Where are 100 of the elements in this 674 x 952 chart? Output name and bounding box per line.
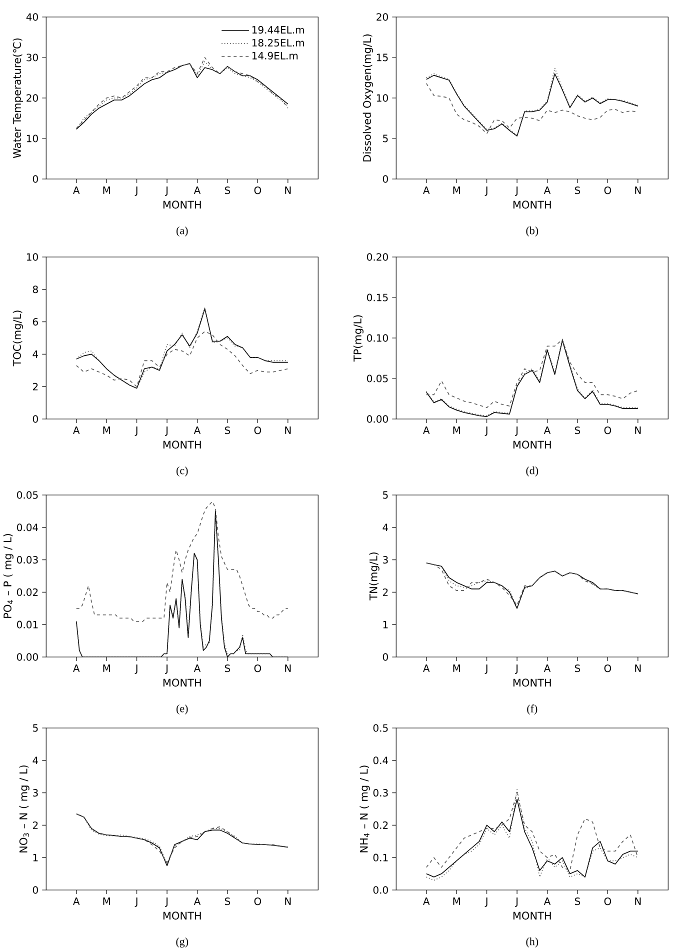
x-tick-label: N: [635, 186, 641, 194]
x-tick-label: J: [484, 426, 488, 436]
y-tick-label: 0.0: [373, 886, 388, 894]
y-axis-title: Water Temperature(℃): [12, 38, 23, 158]
x-tick-label: A: [422, 186, 430, 194]
x-tick-label: M: [453, 664, 460, 672]
line-series: [426, 83, 638, 134]
x-tick-label: M: [103, 664, 110, 672]
y-tick-label: 0.5: [373, 724, 388, 732]
x-tick-label: J: [134, 186, 138, 196]
x-tick-label: A: [72, 186, 80, 194]
x-tick-label: O: [254, 426, 262, 434]
x-tick-label: A: [194, 664, 201, 672]
y-tick-label: 6: [32, 318, 38, 326]
x-tick-label: J: [164, 898, 168, 907]
y-tick-label: 2: [382, 588, 388, 596]
x-axis-title: MONTH: [163, 678, 201, 687]
y-tick-label: 0: [382, 175, 388, 183]
y-tick-label: 0.00: [366, 415, 388, 423]
y-tick-label: 10: [26, 134, 38, 142]
y-tick-label: 20: [26, 94, 38, 102]
x-tick-label: N: [285, 426, 291, 434]
x-tick-label: N: [285, 898, 291, 905]
x-tick-label: A: [194, 426, 201, 434]
y-tick-label: 1: [33, 854, 38, 862]
x-tick-label: S: [574, 664, 580, 672]
y-tick-label: 15: [376, 54, 388, 62]
y-tick-label: 0.00: [16, 653, 38, 661]
text: (g): [176, 938, 188, 948]
y-tick-label: 2: [32, 382, 38, 390]
x-tick-label: S: [224, 898, 230, 906]
y-tick-label: 0.2: [373, 821, 388, 829]
y-tick-label: 0.05: [16, 491, 38, 499]
x-tick-label: J: [164, 426, 168, 436]
x-tick-label: A: [72, 898, 80, 905]
x-tick-label: N: [635, 898, 641, 905]
text: (b): [526, 226, 538, 236]
x-tick-label: J: [134, 664, 138, 674]
y-tick-label: 0.15: [366, 294, 388, 302]
x-tick-label: M: [453, 898, 460, 905]
y-axis-title: TOC(mg/L): [12, 310, 23, 366]
y-tick-label: 5: [382, 491, 388, 499]
x-tick-label: M: [103, 426, 110, 434]
x-tick-label: A: [194, 186, 201, 194]
legend-label: 18.25EL.m: [252, 38, 304, 47]
x-tick-label: N: [285, 664, 291, 672]
x-tick-label: J: [134, 898, 138, 907]
legend-label: 14.9EL.m: [252, 52, 298, 60]
x-tick-label: O: [254, 664, 262, 672]
x-axis-title: MONTH: [513, 912, 551, 920]
y-tick-label: 20: [376, 13, 388, 21]
y-tick-label: 0: [32, 415, 38, 423]
x-tick-label: O: [604, 186, 612, 194]
x-tick-label: A: [544, 664, 551, 672]
x-tick-label: J: [484, 186, 488, 196]
y-tick-label: 5: [32, 724, 38, 732]
y-tick-label: 4: [382, 524, 388, 532]
x-tick-label: S: [574, 186, 580, 194]
y-axis-title: NH$_{4}$ – N ( mg / L): [360, 766, 370, 852]
x-tick-label: O: [254, 898, 262, 906]
y-tick-label: 4: [32, 350, 38, 358]
text: (e): [176, 704, 188, 714]
x-tick-label: J: [514, 664, 518, 674]
y-tick-label: 10: [26, 253, 38, 261]
y-tick-label: 4: [32, 756, 38, 764]
y-tick-label: 10: [376, 94, 388, 102]
x-tick-label: O: [604, 898, 612, 906]
x-axis-title: MONTH: [513, 440, 551, 449]
x-tick-label: A: [72, 664, 80, 672]
y-axis-title: NO$_{3}$ – N ( mg / L): [19, 765, 30, 852]
x-tick-label: S: [224, 186, 230, 194]
y-tick-label: 0: [32, 175, 38, 183]
x-tick-label: N: [635, 664, 641, 672]
text: (c): [176, 466, 188, 476]
x-tick-label: S: [574, 898, 580, 906]
y-axis-title: TN(mg/L): [369, 552, 380, 600]
x-tick-label: N: [635, 426, 641, 434]
y-tick-label: 1: [383, 620, 388, 628]
y-tick-label: 0: [32, 886, 38, 894]
x-tick-label: A: [194, 898, 201, 905]
y-tick-label: 0.4: [373, 756, 388, 764]
y-tick-label: 3: [32, 789, 38, 797]
y-tick-label: 30: [26, 54, 38, 62]
y-tick-label: 0.10: [366, 334, 388, 342]
x-tick-label: J: [484, 664, 488, 674]
y-tick-label: 0.03: [16, 556, 38, 564]
x-tick-label: N: [285, 186, 291, 194]
x-axis-title: MONTH: [163, 912, 201, 920]
x-axis-title: MONTH: [513, 678, 551, 687]
x-tick-label: O: [604, 664, 612, 672]
x-tick-label: J: [484, 898, 488, 907]
x-tick-label: J: [514, 898, 518, 907]
y-tick-label: 40: [26, 13, 38, 21]
x-tick-label: A: [422, 426, 430, 434]
x-tick-label: J: [134, 426, 138, 436]
x-tick-label: M: [453, 186, 460, 194]
y-tick-label: 0.04: [16, 524, 38, 532]
x-tick-label: A: [422, 898, 430, 905]
y-tick-label: 2: [32, 821, 38, 829]
y-tick-label: 0.1: [373, 854, 388, 862]
